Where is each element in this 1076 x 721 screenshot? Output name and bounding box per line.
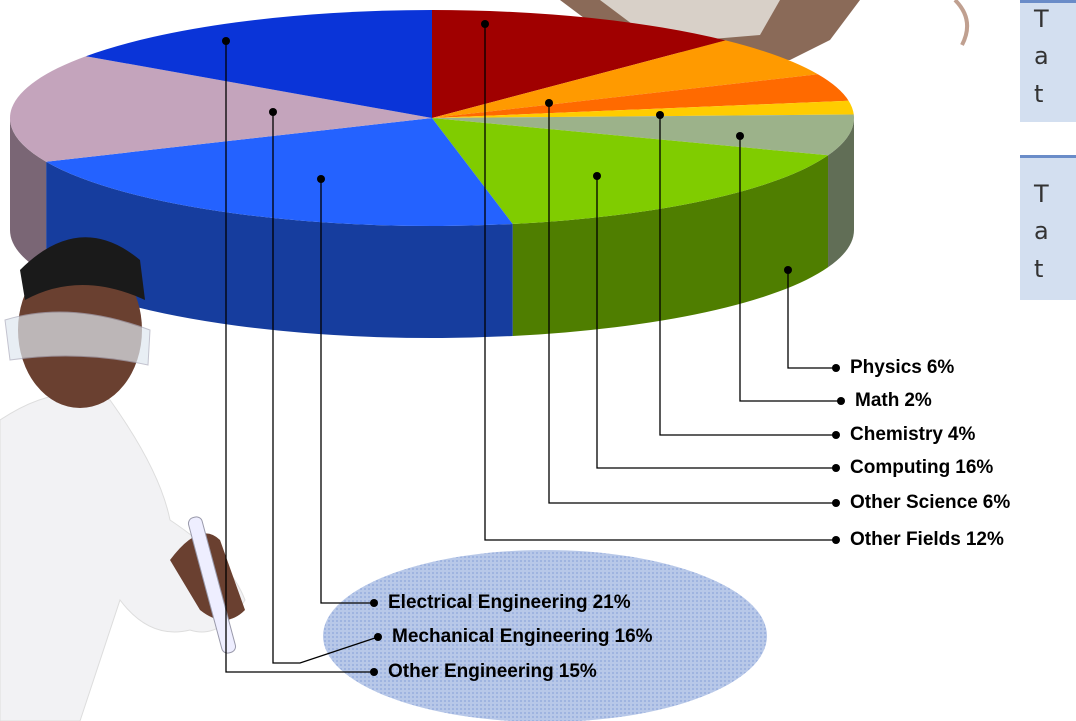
leader-line [659, 115, 836, 436]
pie-slice [46, 118, 513, 226]
data-label: Other Fields 12% [850, 529, 1004, 550]
category-name: Computing [850, 457, 950, 478]
leader-dot [593, 172, 601, 180]
leader-line [787, 270, 836, 369]
value-label: 6% [927, 357, 955, 378]
data-label: Computing 16% [850, 457, 993, 478]
leader-dot [832, 364, 840, 372]
pie-side [512, 155, 829, 337]
leader-dot [370, 668, 378, 676]
value-label: 6% [983, 492, 1011, 513]
value-label: 21% [593, 592, 631, 613]
annotation-text: T [1033, 180, 1049, 208]
leader-dot [317, 175, 325, 183]
leader-dot [832, 431, 840, 439]
value-label: 4% [948, 424, 976, 445]
value-label: 15% [559, 661, 597, 682]
leader-dot [784, 266, 792, 274]
category-name: Chemistry [850, 424, 943, 445]
value-label: 2% [904, 390, 932, 411]
pie-slice [432, 40, 818, 118]
leader-dot [656, 111, 664, 119]
leader-line [548, 103, 836, 504]
leader-dot [222, 37, 230, 45]
leader-dot [545, 99, 553, 107]
annotation-text: a [1034, 42, 1049, 70]
data-label: Other Engineering 15% [388, 661, 597, 682]
leader-line [320, 179, 374, 604]
annotation-text: T [1033, 5, 1049, 33]
pie-slice [432, 10, 726, 118]
leader-dot [832, 464, 840, 472]
leader-line [484, 24, 836, 541]
label-backdrop [323, 550, 767, 721]
leader-line [739, 136, 841, 402]
leader-line [225, 41, 374, 673]
pie-slice [432, 74, 849, 118]
pie [9, 10, 854, 338]
category-name: Mechanical Engineering [392, 626, 610, 647]
value-label: 16% [615, 626, 653, 647]
leader-dot [832, 499, 840, 507]
category-name: Other Fields [850, 529, 961, 550]
leader-dot [269, 108, 277, 116]
data-label: Other Science 6% [850, 492, 1010, 513]
labels: Other Fields 12%Other Science 6%Chemistry 4… [222, 20, 1010, 682]
category-name: Electrical Engineering [388, 592, 588, 613]
pie-slice [432, 100, 854, 118]
annotation-text: t [1034, 80, 1043, 108]
leader-line [272, 112, 379, 664]
pie-side [46, 161, 513, 338]
value-label: 16% [955, 457, 993, 478]
leader-dot [832, 536, 840, 544]
annotation-text: t [1034, 255, 1043, 283]
pie-slice [432, 118, 829, 225]
data-label: Math 2% [855, 390, 932, 411]
value-label: 12% [966, 529, 1004, 550]
annotation-text: a [1034, 217, 1049, 245]
pie-slice [85, 10, 433, 118]
leader-dot [736, 132, 744, 140]
leader-dot [837, 397, 845, 405]
leader-dot [374, 633, 382, 641]
category-name: Physics [850, 357, 922, 378]
person-photo [0, 237, 246, 721]
category-name: Other Engineering [388, 661, 554, 682]
category-name: Math [855, 390, 899, 411]
data-label: Chemistry 4% [850, 424, 975, 445]
pie-side [828, 118, 854, 268]
pie-slice [9, 56, 432, 162]
pie-slice [432, 114, 854, 156]
leader-dot [481, 20, 489, 28]
leader-line [596, 176, 836, 469]
data-label: Electrical Engineering 21% [388, 592, 631, 613]
data-label: Mechanical Engineering 16% [392, 626, 653, 647]
annotation-box [1020, 0, 1076, 300]
leader-dot [370, 599, 378, 607]
data-label: Physics 6% [850, 357, 954, 378]
category-name: Other Science [850, 492, 978, 513]
pie-side [10, 118, 47, 274]
